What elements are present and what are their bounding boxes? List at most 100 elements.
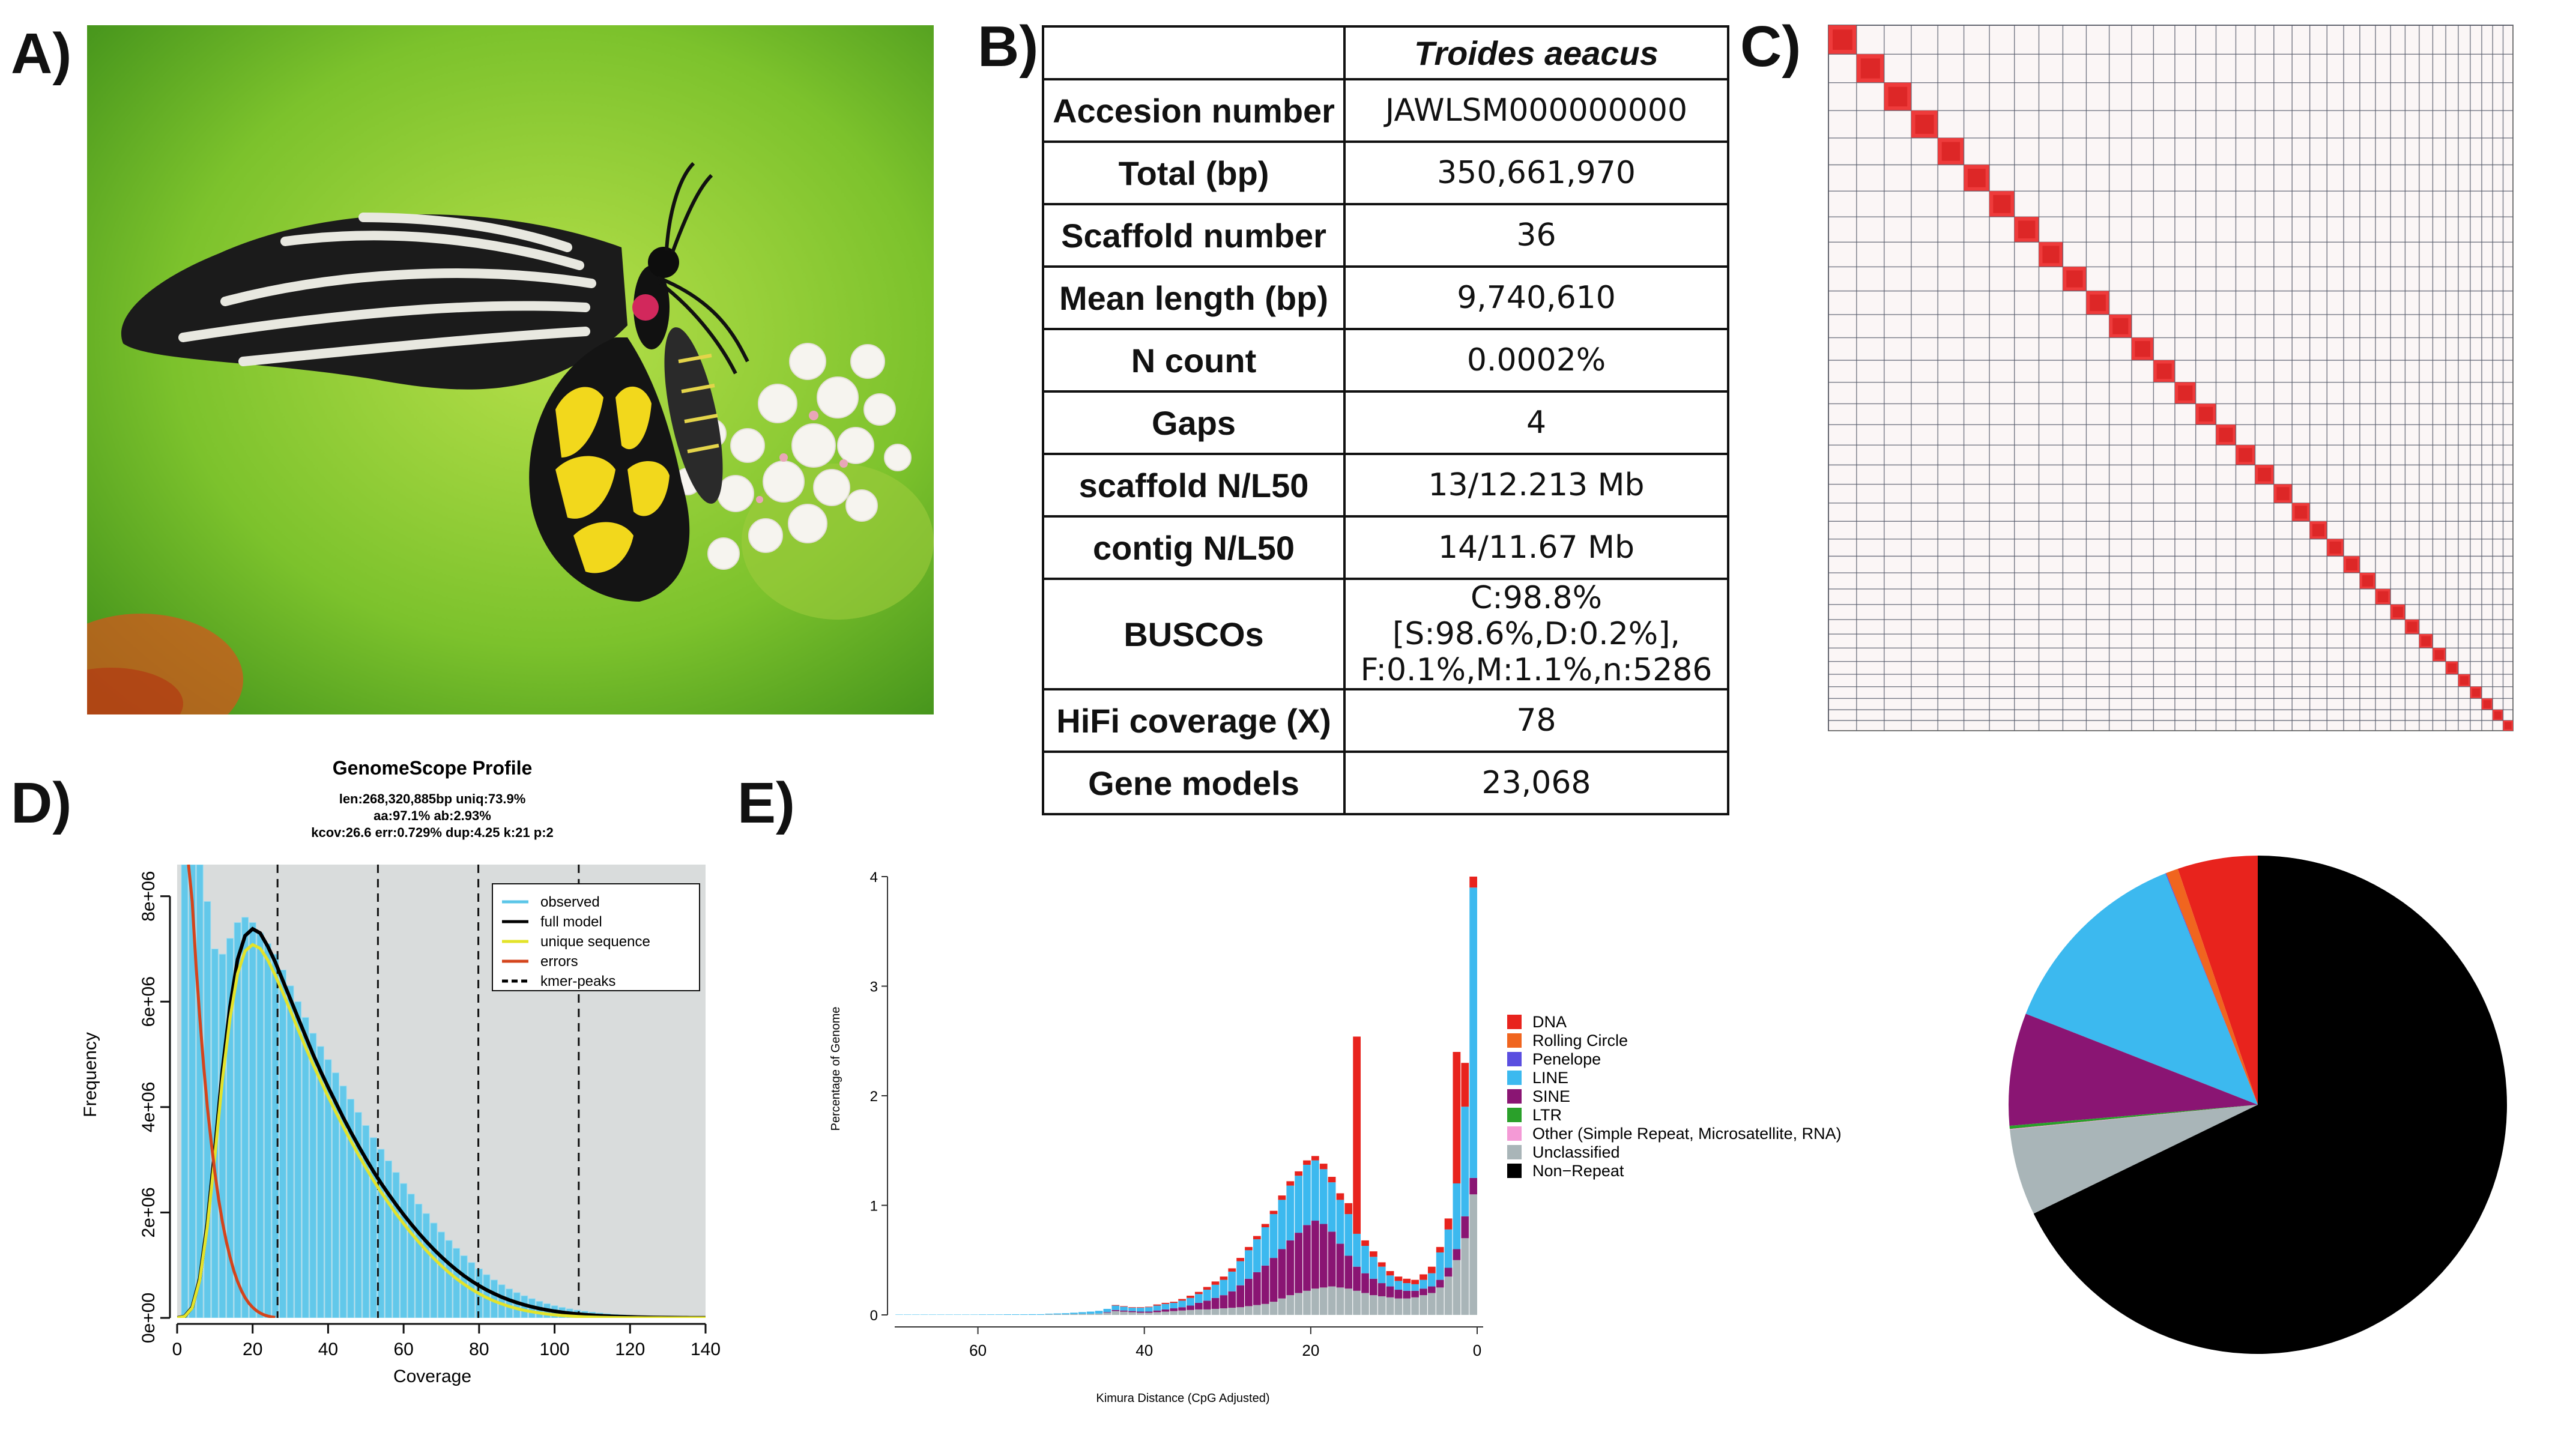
hic-contact-core — [2066, 270, 2083, 288]
observed-bar — [438, 1231, 445, 1318]
bar-LINE — [1036, 1314, 1045, 1315]
landscape-xlabel: Kimura Distance (CpG Adjusted) — [1096, 1392, 1269, 1405]
bar-DNA — [1311, 1156, 1319, 1161]
bar-DNA — [1369, 1251, 1377, 1257]
observed-bar — [415, 1203, 423, 1318]
legend-label: full model — [540, 914, 602, 930]
observed-bar — [354, 1112, 362, 1318]
x-tick-label: 80 — [469, 1340, 489, 1359]
landscape-ylabel: Percentage of Genome — [829, 1007, 842, 1131]
table-row: Accesion number JAWLSM000000000 — [1041, 78, 1729, 143]
bar-LINE — [1461, 1107, 1469, 1216]
legend-label: Penelope — [1532, 1050, 1601, 1068]
bar-Unclassified — [1361, 1293, 1369, 1315]
hic-contact-core — [2377, 591, 2389, 602]
hic-contact-core — [2090, 294, 2106, 312]
bar-SINE — [1461, 1216, 1469, 1239]
bar-Unclassified — [1103, 1313, 1111, 1315]
pie-slice-dna — [2177, 856, 2258, 1105]
legend-swatch — [1507, 1033, 1522, 1048]
legend-swatch — [1507, 1071, 1522, 1085]
bar-Unclassified — [1411, 1297, 1419, 1315]
bar-Unclassified — [1403, 1298, 1411, 1315]
bar-Unclassified — [1344, 1288, 1353, 1315]
table-row: HiFi coverage (X) 78 — [1041, 688, 1729, 753]
row-value: 350,661,970 — [1343, 140, 1729, 205]
legend-label: Rolling Circle — [1532, 1032, 1628, 1050]
pie-slice-rolling — [2166, 868, 2258, 1105]
bar-SINE — [1253, 1272, 1261, 1305]
observed-bar — [506, 1288, 513, 1318]
bar-Unclassified — [1253, 1305, 1261, 1315]
bar-DNA — [1469, 877, 1477, 888]
table-row: scaffold N/L50 13/12.213 Mb — [1041, 453, 1729, 518]
panel-label-e: E) — [737, 771, 795, 835]
observed-bar — [332, 1072, 339, 1318]
legend-label: errors — [540, 953, 578, 970]
x-tick-label: 40 — [318, 1340, 338, 1359]
legend-label: SINE — [1532, 1087, 1570, 1105]
bar-DNA — [1328, 1177, 1336, 1183]
bar-LINE — [1403, 1283, 1411, 1291]
bar-DNA — [1220, 1276, 1228, 1280]
bar-LINE — [1336, 1200, 1344, 1244]
bar-Unclassified — [1444, 1276, 1453, 1315]
bar-LINE — [1170, 1302, 1178, 1309]
bar-LINE — [1286, 1185, 1295, 1240]
bar-SINE — [1427, 1286, 1436, 1293]
butterfly-photo — [87, 25, 934, 714]
observed-bar — [430, 1222, 438, 1318]
bar-SINE — [1336, 1243, 1344, 1288]
hic-contact-core — [2407, 621, 2417, 632]
bar-Unclassified — [1420, 1295, 1427, 1315]
hic-contact-core — [2392, 606, 2403, 618]
hic-contact-core — [1941, 142, 1961, 161]
bar-SINE — [1136, 1311, 1144, 1313]
bar-Unclassified — [1120, 1311, 1128, 1315]
x-tick-label: 60 — [969, 1341, 987, 1359]
observed-bar — [445, 1240, 453, 1318]
bar-LINE — [1386, 1275, 1394, 1287]
bar-DNA — [1377, 1262, 1386, 1267]
bar-LINE — [1303, 1164, 1311, 1225]
bar-SINE — [1469, 1177, 1477, 1195]
bar-LINE — [1128, 1308, 1136, 1311]
bar-Unclassified — [1269, 1302, 1278, 1315]
bar-DNA — [1111, 1305, 1120, 1306]
bar-LINE — [1194, 1294, 1203, 1303]
bar-LINE — [1369, 1257, 1377, 1279]
bar-DNA — [1361, 1240, 1369, 1246]
bar-SINE — [1444, 1267, 1453, 1277]
bar-DNA — [1211, 1281, 1220, 1285]
bar-LINE — [1411, 1284, 1419, 1291]
bar-DNA — [1420, 1274, 1427, 1280]
bar-LINE — [1377, 1266, 1386, 1284]
bar-Unclassified — [1311, 1288, 1319, 1315]
bar-LINE — [937, 1314, 945, 1315]
hic-contact-core — [2312, 524, 2324, 537]
bar-SINE — [1278, 1249, 1286, 1299]
bar-Unclassified — [1328, 1286, 1336, 1315]
observed-bar — [400, 1183, 408, 1318]
bar-LINE — [1319, 1169, 1328, 1224]
observed-bar — [498, 1284, 506, 1318]
observed-bar — [407, 1194, 415, 1318]
hic-contact-core — [1888, 86, 1908, 107]
x-tick-label: 0 — [1473, 1341, 1481, 1359]
bar-SINE — [1245, 1278, 1253, 1306]
row-value: 14/11.67 Mb — [1343, 515, 1729, 580]
bar-LINE — [1269, 1214, 1278, 1258]
legend-label: DNA — [1532, 1013, 1567, 1031]
hic-contact-core — [2112, 318, 2129, 334]
bar-LINE — [1245, 1250, 1253, 1279]
bar-LINE — [903, 1314, 912, 1315]
row-value: 23,068 — [1343, 751, 1729, 815]
bar-LINE — [1278, 1200, 1286, 1249]
pie-slice-line — [2025, 873, 2258, 1105]
bar-Unclassified — [1128, 1312, 1136, 1315]
bar-DNA — [1411, 1279, 1419, 1284]
series-line-errors — [187, 865, 276, 1318]
hic-contact-core — [2329, 542, 2341, 554]
bar-DNA — [1245, 1246, 1253, 1251]
hic-contact-core — [1915, 115, 1934, 134]
